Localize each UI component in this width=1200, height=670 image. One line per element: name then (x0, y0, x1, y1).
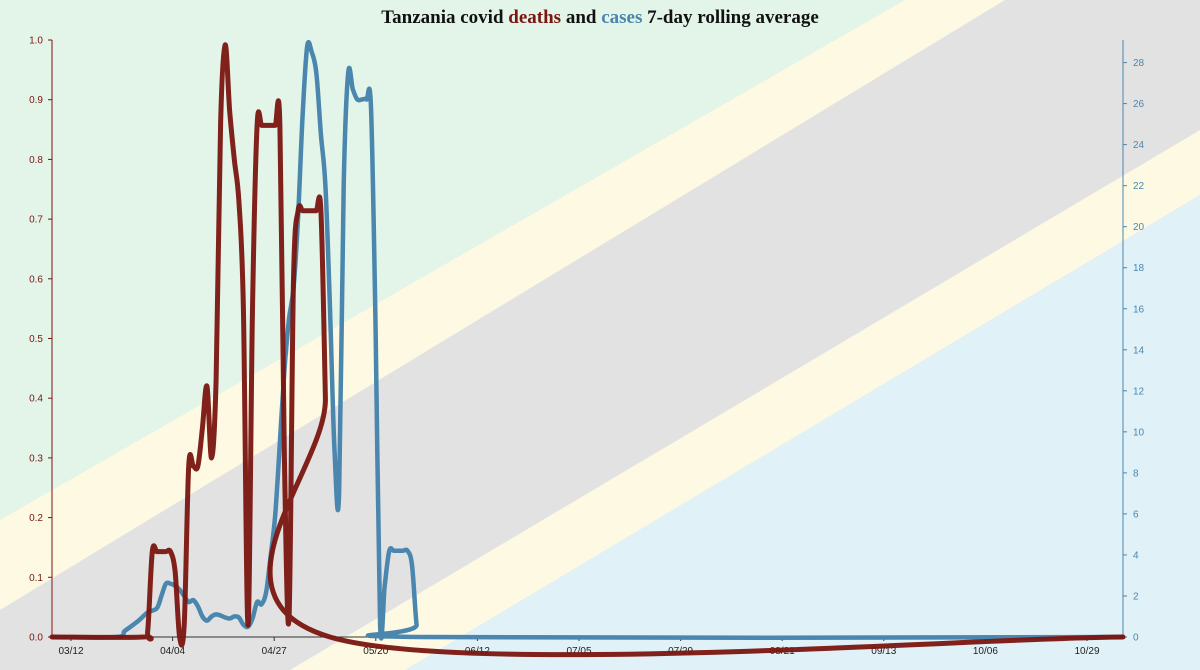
right-axis-tick-label: 16 (1133, 304, 1145, 315)
left-axis-tick-label: 0.0 (29, 633, 43, 644)
left-axis-tick-label: 0.2 (29, 513, 43, 524)
right-axis-tick-label: 12 (1133, 386, 1145, 397)
title-deaths-word: deaths (508, 7, 562, 28)
title-suffix: 7-day rolling average (647, 7, 819, 28)
series-group (49, 39, 1126, 658)
left-axis-tick-label: 0.8 (29, 155, 43, 166)
left-axis-tick-label: 0.4 (29, 394, 43, 405)
x-axis-tick-label: 10/29 (1074, 646, 1099, 657)
left-axis-tick-label: 0.1 (29, 573, 43, 584)
flag-blue-triangle (405, 195, 1200, 670)
chart-title: Tanzania covid deaths and cases 7-day ro… (0, 7, 1200, 29)
axes-group: 0.00.10.20.30.40.50.60.70.80.91.00246810… (29, 36, 1144, 658)
right-axis-tick-label: 24 (1133, 140, 1145, 151)
x-axis-tick-label: 09/13 (871, 646, 896, 657)
x-axis-tick-label: 05/20 (363, 646, 388, 657)
right-axis-tick-label: 4 (1133, 550, 1139, 561)
left-axis-tick-label: 1.0 (29, 36, 43, 47)
right-axis-tick-label: 10 (1133, 427, 1145, 438)
right-axis-tick-label: 14 (1133, 345, 1145, 356)
left-axis-tick-label: 0.9 (29, 95, 43, 106)
right-axis-tick-label: 22 (1133, 181, 1145, 192)
flag-yellow-stripe-bottom (290, 130, 1200, 670)
title-cases-word: cases (601, 7, 643, 28)
right-axis-tick-label: 2 (1133, 591, 1139, 602)
left-axis-tick-label: 0.6 (29, 274, 43, 285)
x-axis-tick-label: 04/04 (160, 646, 185, 657)
right-axis-tick-label: 28 (1133, 58, 1145, 69)
x-axis-tick-label: 03/12 (58, 646, 83, 657)
left-axis-tick-label: 0.3 (29, 453, 43, 464)
left-axis-tick-label: 0.5 (29, 334, 43, 345)
title-prefix: Tanzania covid (381, 7, 504, 28)
right-axis-tick-label: 0 (1133, 633, 1139, 644)
deaths-series-line (49, 42, 1126, 658)
left-axis-tick-label: 0.7 (29, 215, 43, 226)
title-and-word: and (565, 7, 597, 28)
right-axis-tick-label: 18 (1133, 263, 1145, 274)
right-axis-tick-label: 6 (1133, 509, 1139, 520)
x-axis-tick-label: 04/27 (262, 646, 287, 657)
x-axis-tick-label: 10/06 (973, 646, 998, 657)
x-axis-tick-label: 07/05 (566, 646, 591, 657)
right-axis-tick-label: 20 (1133, 222, 1145, 233)
cases-series-line (49, 39, 1126, 641)
right-axis-tick-label: 26 (1133, 99, 1145, 110)
right-axis-tick-label: 8 (1133, 468, 1139, 479)
